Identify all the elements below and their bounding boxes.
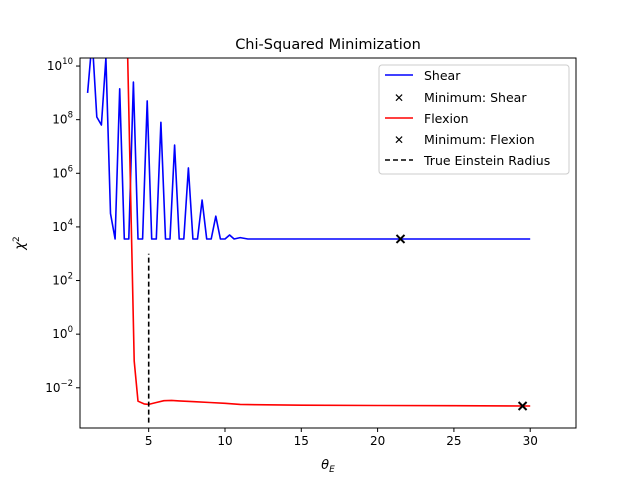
legend: Shear ✕ Minimum: Shear Flexion ✕ Minimum… bbox=[378, 64, 570, 175]
series-line-flexion bbox=[126, 58, 531, 407]
y-tick-label: 106 bbox=[52, 164, 73, 180]
x-tick-label: 10 bbox=[217, 434, 232, 448]
series-line-shear bbox=[86, 58, 531, 240]
legend-label-shear: Shear bbox=[424, 68, 461, 83]
legend-label-flexion-minimum: Minimum: Flexion bbox=[424, 132, 535, 147]
legend-label-flexion: Flexion bbox=[424, 111, 469, 126]
x-axis-label: θE bbox=[321, 458, 335, 475]
legend-marker-flexion-minimum: ✕ bbox=[394, 133, 404, 147]
plot-area bbox=[86, 58, 531, 423]
marker-minimum-flexion bbox=[517, 401, 528, 411]
x-tick-label: 25 bbox=[446, 434, 461, 448]
x-tick-label: 5 bbox=[145, 434, 153, 448]
chart-title: Chi-Squared Minimization bbox=[235, 37, 421, 53]
axis-ticks: 5 10 15 20 25 30 10−2 100 102 104 106 108 1010 bbox=[45, 57, 538, 448]
x-axis-label-sub: E bbox=[329, 465, 335, 475]
y-tick-label: 10−2 bbox=[45, 379, 73, 395]
legend-label-shear-minimum: Minimum: Shear bbox=[424, 90, 527, 105]
y-tick-label: 102 bbox=[52, 272, 73, 288]
plot-frame bbox=[79, 57, 577, 429]
y-tick-label: 104 bbox=[52, 218, 73, 234]
y-tick-label: 1010 bbox=[47, 57, 73, 73]
minimum-markers bbox=[395, 234, 528, 411]
x-tick-label: 15 bbox=[294, 434, 309, 448]
x-tick-label: 30 bbox=[523, 434, 538, 448]
legend-marker-shear-minimum: ✕ bbox=[394, 91, 404, 105]
y-axis-label-sup: 2 bbox=[12, 236, 22, 242]
marker-minimum-shear bbox=[395, 234, 406, 244]
y-tick-label: 108 bbox=[52, 111, 73, 127]
y-axis-label-main: χ bbox=[13, 241, 28, 251]
legend-label-true-einstein-radius: True Einstein Radius bbox=[423, 153, 550, 168]
x-tick-label: 20 bbox=[370, 434, 385, 448]
x-axis-label-main: θ bbox=[321, 458, 329, 473]
legend-box bbox=[378, 64, 570, 175]
y-tick-label: 100 bbox=[52, 325, 73, 341]
y-axis-label: χ2 bbox=[12, 236, 28, 250]
